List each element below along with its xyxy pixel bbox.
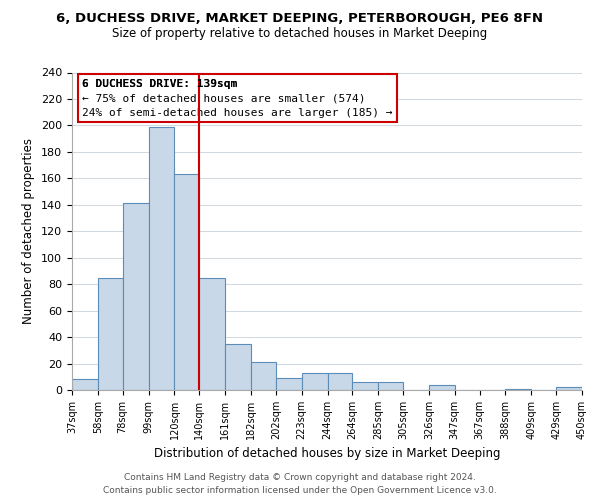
Bar [251,362,276,390]
Bar [378,382,403,390]
Bar [98,278,122,390]
Bar [175,174,199,390]
Bar [302,373,328,390]
Bar [199,278,225,390]
Bar [225,344,251,390]
Bar [276,378,302,390]
Text: 6, DUCHESS DRIVE, MARKET DEEPING, PETERBOROUGH, PE6 8FN: 6, DUCHESS DRIVE, MARKET DEEPING, PETERB… [56,12,544,26]
Text: 6 DUCHESS DRIVE: 139sqm: 6 DUCHESS DRIVE: 139sqm [82,79,238,89]
Text: Contains HM Land Registry data © Crown copyright and database right 2024.: Contains HM Land Registry data © Crown c… [124,472,476,482]
Y-axis label: Number of detached properties: Number of detached properties [22,138,35,324]
Bar [429,384,455,390]
Text: Contains public sector information licensed under the Open Government Licence v3: Contains public sector information licen… [103,486,497,495]
Bar [72,380,98,390]
Bar [556,388,582,390]
Bar [149,126,175,390]
Bar [352,382,378,390]
X-axis label: Distribution of detached houses by size in Market Deeping: Distribution of detached houses by size … [154,448,500,460]
Text: Size of property relative to detached houses in Market Deeping: Size of property relative to detached ho… [112,28,488,40]
Bar [505,388,532,390]
Bar [328,373,352,390]
Text: 6 DUCHESS DRIVE: 139sqm
← 75% of detached houses are smaller (574)
24% of semi-d: 6 DUCHESS DRIVE: 139sqm ← 75% of detache… [82,79,392,118]
Bar [122,204,149,390]
